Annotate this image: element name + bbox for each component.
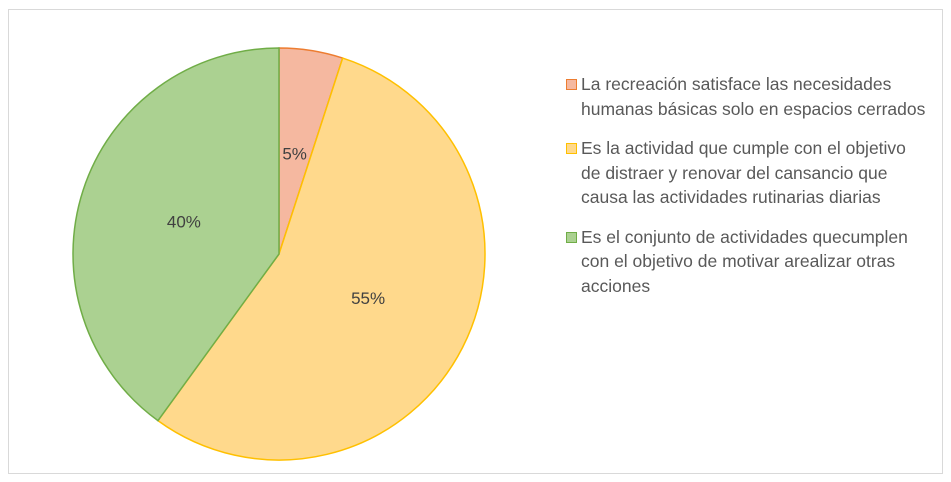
legend-item: La recreación satisface las necesidades … — [566, 72, 926, 121]
legend-item: Es la actividad que cumple con el objeti… — [566, 136, 926, 210]
legend-swatch — [566, 79, 577, 90]
data-label: 40% — [167, 213, 201, 232]
legend-label: La recreación satisface las necesidades … — [581, 74, 926, 119]
legend-swatch — [566, 143, 577, 154]
legend-label: Es el conjunto de actividades quecumplen… — [581, 226, 908, 296]
pie-slice — [72, 47, 280, 422]
legend-label: Es la actividad que cumple con el objeti… — [581, 138, 906, 207]
legend: La recreación satisface las necesidades … — [566, 72, 926, 313]
chart-border — [8, 9, 943, 474]
pie-slice — [156, 57, 486, 461]
data-label: 55% — [351, 289, 385, 308]
data-label: 5% — [282, 145, 307, 164]
legend-item: Es el conjunto de actividades quecumplen… — [566, 225, 926, 299]
legend-swatch — [566, 231, 577, 243]
